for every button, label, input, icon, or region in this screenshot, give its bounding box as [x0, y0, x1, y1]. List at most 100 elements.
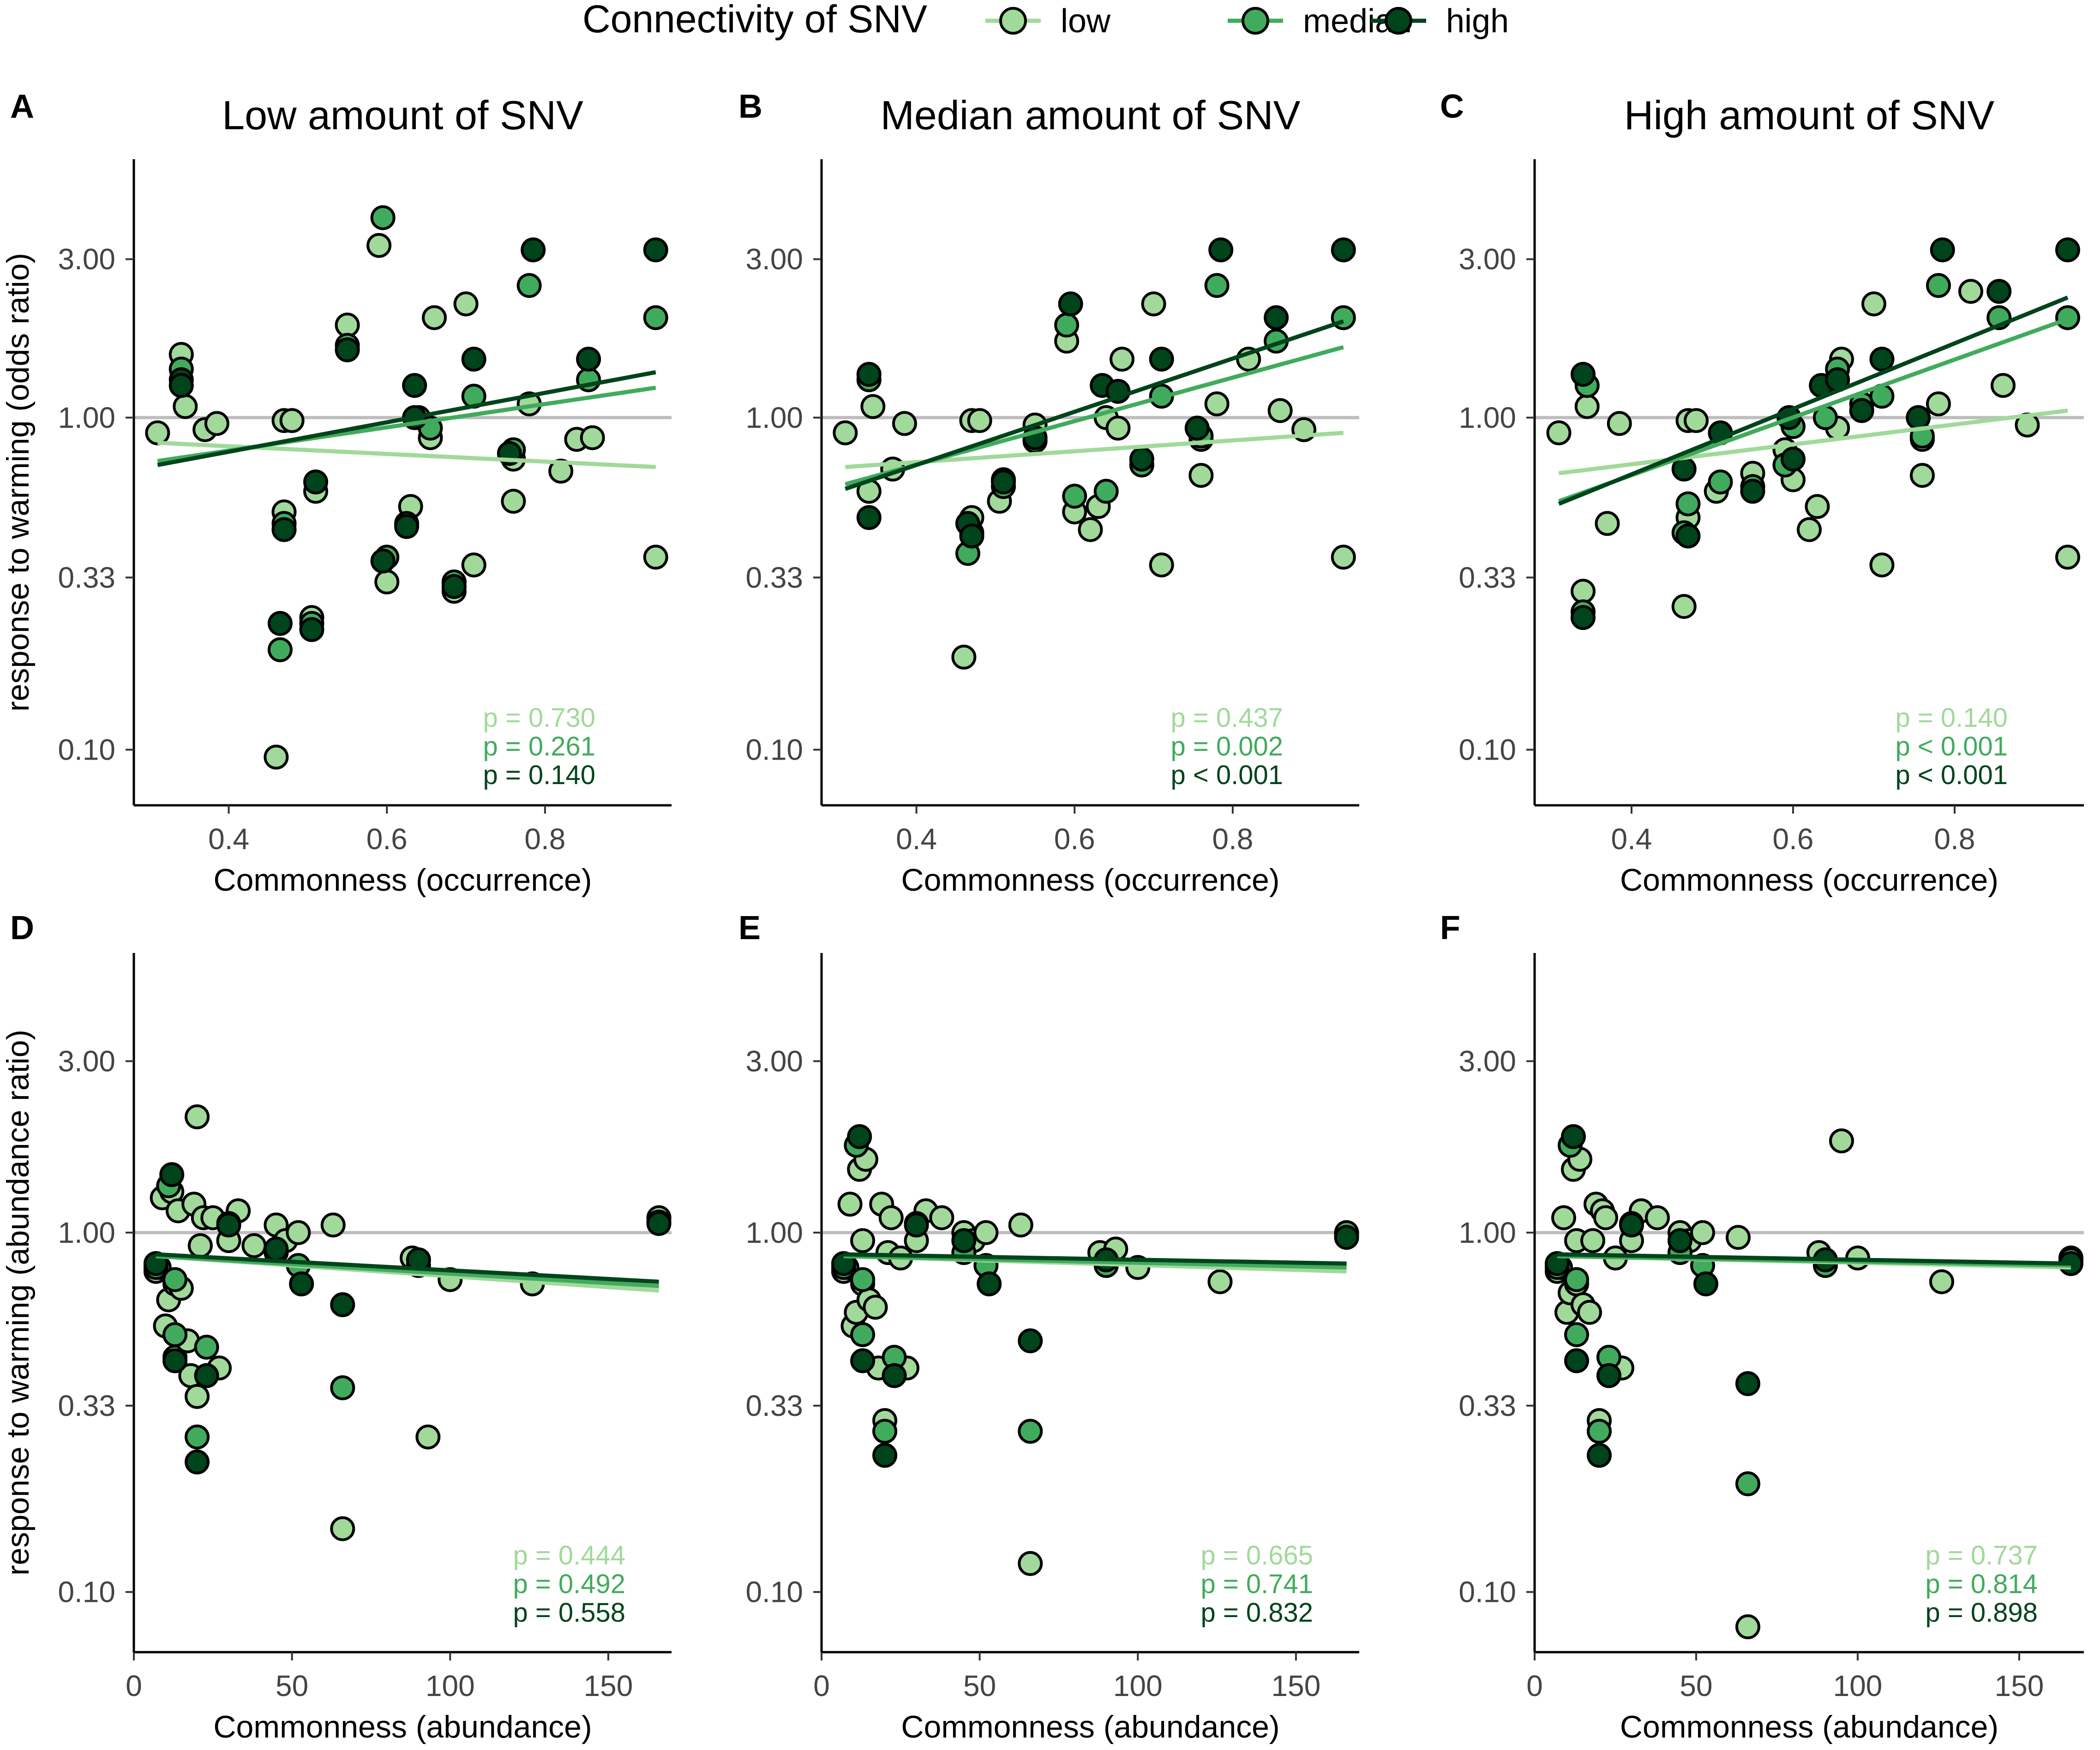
data-point-median	[1564, 1322, 1589, 1348]
x-tick-label: 0	[126, 1669, 142, 1702]
x-tick-label: 0.4	[896, 822, 937, 856]
data-point-high	[1849, 398, 1874, 423]
data-point-low	[643, 545, 668, 570]
data-point-high	[1334, 1225, 1359, 1250]
data-point-low	[1105, 415, 1131, 441]
data-point-low	[366, 233, 392, 258]
data-point-low	[422, 305, 447, 330]
data-point-high	[1018, 1328, 1043, 1354]
legend-title: Connectivity of SNV	[582, 0, 927, 41]
y-tick-label: 0.33	[1458, 561, 1516, 594]
x-axis-title: Commonness (abundance)	[901, 1709, 1279, 1744]
data-point-low	[1726, 1225, 1751, 1250]
data-point-low	[501, 489, 526, 514]
fit-line-high	[844, 319, 1344, 491]
data-point-low	[173, 394, 198, 419]
legend-label-low: low	[1061, 3, 1111, 40]
y-tick-label: 3.00	[58, 243, 115, 276]
series-high-points	[1571, 237, 2080, 630]
fit-line-high	[1557, 1252, 2071, 1266]
data-point-median	[1062, 484, 1087, 509]
data-point-median	[370, 205, 396, 230]
data-point-median	[1564, 1267, 1589, 1292]
data-point-high	[1058, 291, 1083, 317]
p-value-median: p = 0.814	[1926, 1569, 2038, 1599]
y-tick-label: 0.10	[1458, 733, 1516, 766]
series-low-points	[1546, 279, 2080, 619]
p-value-high: p = 0.898	[1926, 1598, 2038, 1628]
data-point-high	[850, 1348, 876, 1373]
y-axis-title: response to warming (odds ratio)	[0, 253, 36, 712]
data-point-high	[267, 611, 293, 636]
y-tick-label: 0.10	[745, 733, 803, 766]
data-point-high	[264, 1236, 289, 1262]
x-tick-label: 150	[584, 1669, 633, 1702]
data-point-low	[335, 312, 360, 338]
panel-C: C High amount of SNV 0.10 0.33 1.00 3.00 0.4 0.…	[1440, 88, 2084, 898]
data-point-median	[850, 1322, 876, 1348]
data-point-low	[1595, 511, 1620, 536]
data-point-high	[1587, 1443, 1612, 1468]
data-point-low	[860, 394, 886, 419]
data-point-low	[1593, 1205, 1618, 1230]
data-point-median	[1735, 1471, 1760, 1497]
y-tick-label: 0.33	[745, 1389, 803, 1422]
data-point-low	[187, 1233, 213, 1259]
panel-letter-C: C	[1440, 88, 1464, 125]
series-high-points	[831, 1124, 1359, 1468]
legend-marker-median	[1242, 7, 1269, 35]
data-point-low	[1926, 391, 1951, 417]
x-tick-label: 150	[1272, 1669, 1321, 1702]
y-tick-label: 3.00	[745, 1044, 803, 1078]
p-value-median: p = 0.261	[483, 731, 596, 761]
data-point-high	[1571, 362, 1596, 387]
fit-line-high	[156, 1252, 659, 1284]
legend-item-low: low	[985, 3, 1111, 40]
panel-A: A Low amount of SNV 0.10 0.33 1.00 3.00 0.4 0.6…	[0, 88, 672, 898]
data-point-high	[1675, 523, 1701, 549]
data-point-low	[1551, 1205, 1576, 1230]
data-point-high	[1693, 1271, 1718, 1297]
data-point-high	[1619, 1212, 1644, 1238]
series-high-points	[143, 1162, 672, 1474]
data-point-low	[548, 458, 574, 484]
data-point-low	[580, 425, 605, 450]
panel-D: D 0.10 0.33 1.00 3.00 0 50 100 150 Commonness (ab…	[0, 910, 672, 1744]
y-tick-label: 0.33	[745, 561, 803, 594]
data-point-high	[951, 1228, 977, 1253]
data-point-high	[216, 1212, 241, 1238]
data-point-low	[967, 408, 992, 433]
data-point-median	[1018, 1419, 1043, 1444]
data-point-high	[856, 505, 882, 530]
data-point-high	[576, 347, 601, 372]
y-tick-label: 1.00	[745, 401, 803, 434]
y-tick-label: 1.00	[1458, 401, 1516, 434]
data-point-low	[1331, 545, 1356, 570]
data-point-high	[441, 574, 467, 599]
data-point-low	[264, 744, 289, 770]
data-point-low	[185, 1104, 210, 1130]
y-tick-label: 0.33	[58, 1389, 115, 1422]
data-point-high	[2055, 237, 2080, 263]
data-point-high	[1149, 347, 1174, 372]
data-point-low	[2055, 545, 2080, 570]
data-point-high	[1740, 479, 1765, 504]
fit-line-median	[843, 1254, 1347, 1270]
legend-label-high: high	[1446, 3, 1509, 40]
data-point-low	[1188, 463, 1214, 488]
x-tick-label: 0.8	[1934, 822, 1975, 856]
data-point-median	[516, 273, 542, 298]
data-point-high	[299, 617, 324, 642]
data-point-low	[973, 1220, 999, 1245]
fit-line-high	[1558, 295, 2069, 506]
series-low-points	[145, 233, 668, 770]
data-point-high	[1930, 237, 1955, 263]
data-point-low	[1829, 1128, 1854, 1154]
data-point-low	[1607, 411, 1632, 436]
legend: Connectivity of SNV low median high	[582, 0, 1509, 41]
fit-line-high	[157, 370, 656, 467]
data-point-high	[1184, 415, 1210, 441]
data-point-high	[185, 1449, 210, 1474]
data-point-low	[185, 1384, 210, 1409]
data-point-high	[1129, 446, 1154, 472]
